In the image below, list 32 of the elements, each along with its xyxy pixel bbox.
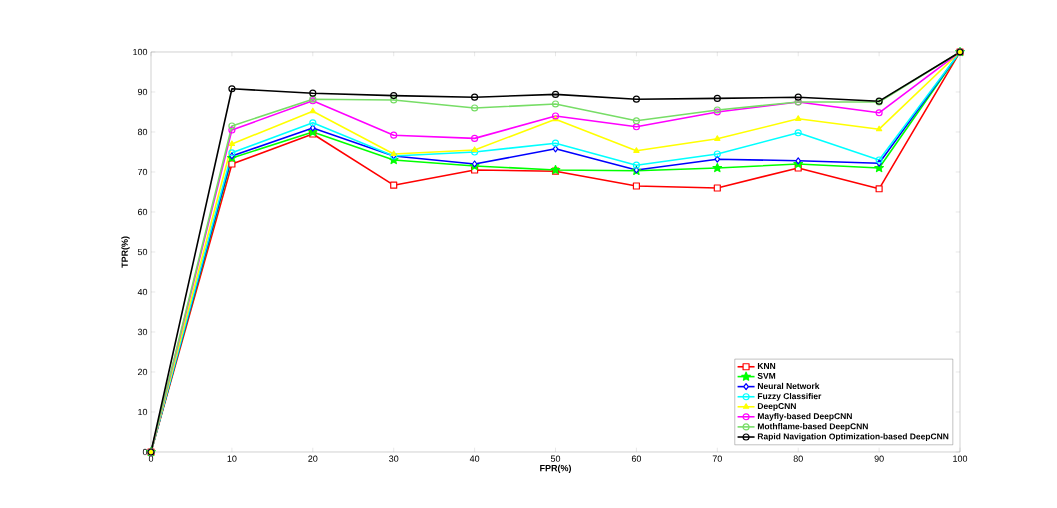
y-tick-label: 30 [137, 328, 148, 336]
y-tick-label: 100 [133, 48, 148, 56]
y-tick-label: 90 [137, 88, 148, 96]
x-tick-label: 40 [469, 455, 480, 462]
x-tick-label: 10 [227, 455, 237, 462]
x-tick-label: 50 [550, 455, 561, 462]
x-tick-label: 70 [712, 455, 722, 462]
y-tick-label: 20 [137, 368, 148, 376]
legend-label: Rapid Navigation Optimization-based DeepCNN [757, 433, 949, 442]
legend-label: Mothflame-based DeepCNN [757, 423, 868, 431]
y-tick-label: 70 [137, 168, 148, 176]
x-tick-label: 60 [631, 455, 642, 462]
y-tick-label: 40 [137, 288, 148, 296]
x-tick-label: 100 [953, 455, 968, 462]
legend-label: Mayfly-based DeepCNN [757, 412, 852, 421]
legend-label: Neural Network [757, 382, 820, 390]
y-axis-title: TPR(%) [121, 236, 130, 268]
x-tick-label: 20 [308, 455, 318, 462]
x-tick-label: 30 [389, 455, 399, 462]
x-tick-label: 0 [148, 455, 154, 462]
y-tick-label: 0 [142, 448, 148, 456]
legend-label: DeepCNN [757, 403, 796, 411]
legend-label: KNN [757, 363, 776, 369]
y-tick-label: 60 [137, 208, 148, 216]
legend-label: SVM [757, 372, 776, 379]
y-tick-label: 50 [137, 248, 148, 256]
x-tick-label: 80 [793, 455, 803, 462]
y-tick-label: 10 [138, 408, 148, 416]
legend-label: Fuzzy Classifier [757, 392, 822, 401]
x-axis-title: FPR(%) [540, 464, 572, 474]
x-tick-label: 90 [874, 455, 884, 462]
y-tick-label: 80 [137, 128, 148, 136]
